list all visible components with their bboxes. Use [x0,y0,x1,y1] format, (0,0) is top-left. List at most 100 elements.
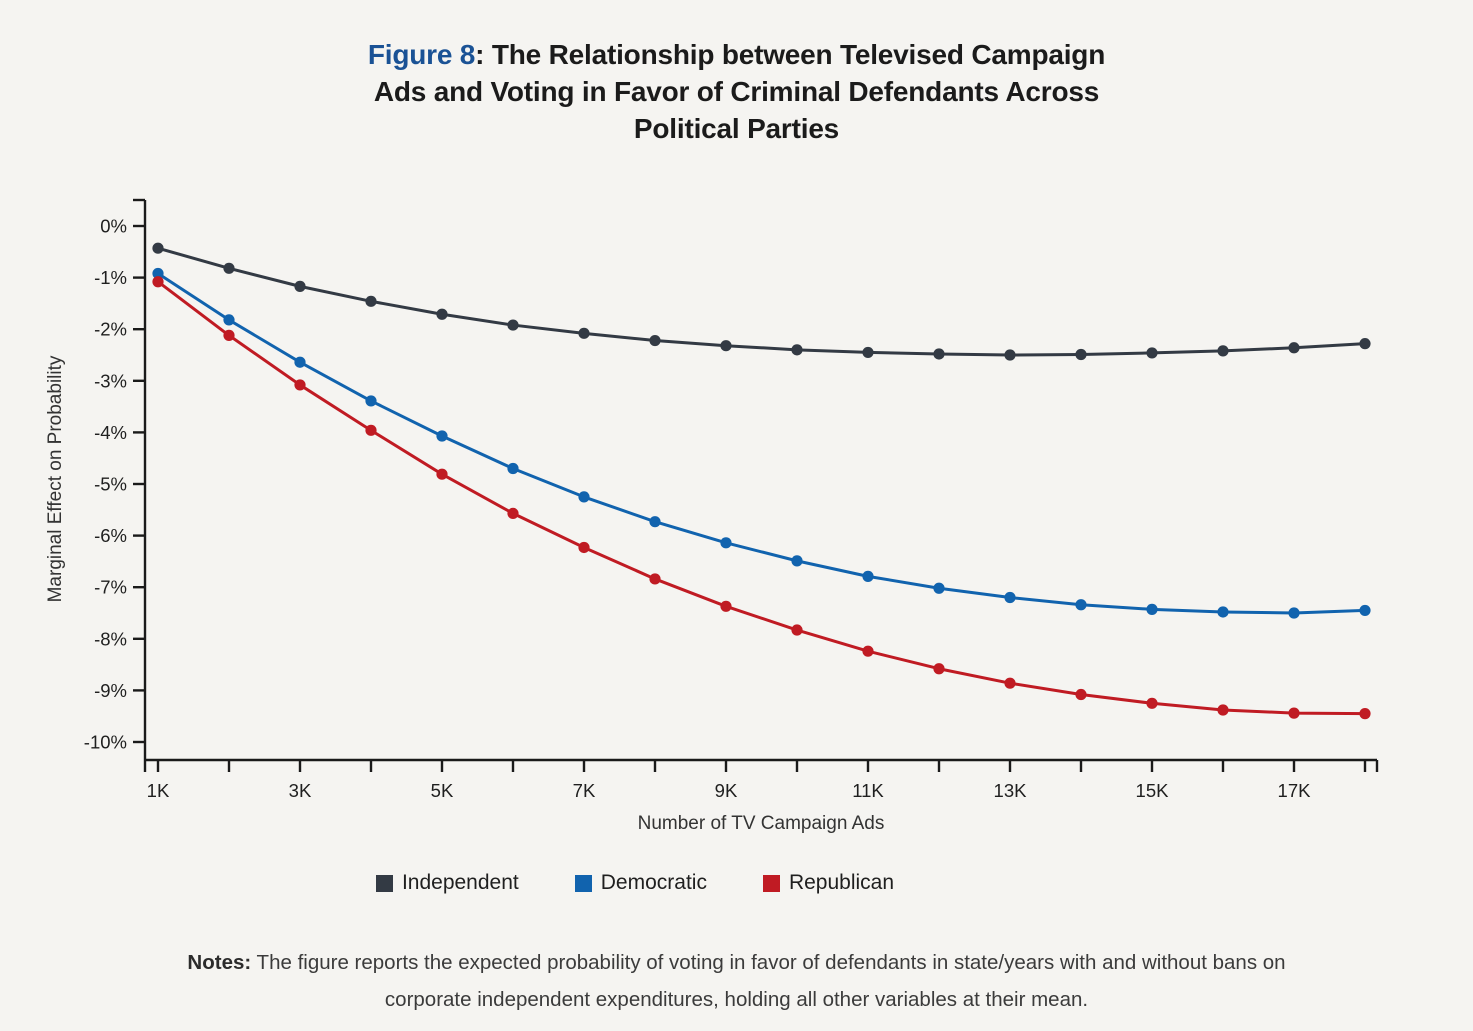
figure-title-text: : The Relationship between Televised Cam… [475,39,1106,70]
data-point-democratic [1288,607,1300,619]
data-point-republican [791,624,803,636]
figure-title-line3: Political Parties [633,113,840,144]
data-point-republican [1359,708,1371,720]
data-point-republican [1288,707,1300,719]
data-point-republican [933,663,945,675]
figure-title-line2: Ads and Voting in Favor of Criminal Defe… [373,76,1100,107]
data-point-democratic [294,356,306,368]
figure-title: Figure 8: The Relationship between Telev… [0,36,1473,147]
legend-label-republican: Republican [788,871,895,894]
data-point-independent [1359,338,1371,350]
series-line-democratic [156,271,1367,615]
data-point-democratic [720,537,732,549]
data-point-independent [365,295,377,307]
x-axis-tick-label: 17K [1278,780,1312,801]
data-point-republican [649,573,661,585]
x-axis-tick-label: 9K [715,780,738,801]
data-point-independent [649,334,661,347]
data-point-independent [933,348,945,360]
series-line-republican [156,280,1367,716]
x-axis-tick-label: 13K [994,780,1028,801]
data-point-republican [436,468,448,480]
data-point-republican [862,645,874,657]
data-point-independent [1004,349,1016,361]
notes-line1: Notes: The figure reports the expected p… [0,944,1473,981]
y-axis-title: Marginal Effect on Probability [45,355,66,603]
x-axis-tick-label: 5K [431,780,454,801]
data-point-democratic [1359,604,1371,617]
data-point-republican [1217,704,1229,716]
legend-swatch-republican [762,874,780,892]
data-point-democratic [152,267,164,280]
legend-item-independent: Independent [375,871,519,895]
legend-swatch-democratic [574,874,592,892]
chart-legend: Independent Democratic Republican [0,871,1270,895]
y-axis-tick-label: -2% [94,319,127,340]
y-axis-tick-label: -10% [84,732,127,753]
data-point-democratic [507,462,519,475]
notes-label: Notes: [187,951,252,974]
legend-label-democratic: Democratic [600,871,707,894]
legend-swatch-independent [375,874,393,892]
legend-item-republican: Republican [762,871,895,895]
y-axis-tick-label: -6% [94,525,127,546]
data-point-independent [720,340,732,352]
data-point-republican [223,329,235,341]
notes-text-line1: The figure reports the expected probabil… [251,951,1286,974]
legend-label-independent: Independent [401,871,519,894]
y-axis-tick-label: -4% [94,422,127,443]
figure-notes: Notes: The figure reports the expected p… [0,944,1473,1018]
x-axis-tick-label: 15K [1136,780,1170,801]
figure-number: Figure 8 [367,39,476,70]
data-point-democratic [649,516,661,528]
y-axis-tick-label: -3% [94,370,127,391]
data-point-democratic [1146,603,1158,615]
data-point-independent [1288,342,1300,354]
data-point-democratic [1004,591,1016,604]
data-point-republican [578,541,590,554]
data-point-republican [1146,697,1158,709]
data-point-independent [1217,345,1229,357]
data-point-democratic [862,570,874,582]
series-line-independent [156,246,1367,357]
data-point-independent [507,319,519,331]
data-point-independent [1075,348,1087,361]
data-point-republican [294,379,306,391]
data-point-independent [223,262,235,274]
data-point-republican [1075,688,1087,701]
y-axis-tick-label: -8% [94,628,127,649]
data-point-independent [791,344,803,356]
data-point-republican [507,507,519,520]
legend-item-democratic: Democratic [574,871,707,895]
data-point-independent [862,346,874,359]
y-axis-tick-label: -9% [94,680,127,701]
x-axis-title: Number of TV Campaign Ads [637,813,885,834]
data-point-independent [578,327,590,339]
data-point-democratic [436,430,448,442]
data-point-independent [436,308,448,320]
x-axis-tick-label: 3K [289,780,312,801]
data-point-independent [152,242,164,254]
y-axis-tick-label: -7% [94,577,127,598]
data-point-democratic [791,555,803,567]
data-point-republican [365,424,377,436]
y-axis-tick-label: -1% [94,267,127,288]
notes-text-line2: corporate independent expenditures, hold… [384,988,1089,1011]
data-point-democratic [578,491,590,503]
data-point-democratic [1217,606,1229,618]
data-point-democratic [933,582,945,594]
data-point-independent [1146,347,1158,359]
y-axis-tick-label: -5% [94,474,127,495]
x-axis-tick-label: 11K [852,780,884,801]
data-point-republican [1004,677,1016,689]
data-point-republican [152,276,164,288]
figure-title-line1: Figure 8: The Relationship between Telev… [0,36,1473,73]
data-point-democratic [223,314,235,326]
x-axis-tick-label: 1K [147,780,170,801]
x-axis-tick-label: 7K [573,780,596,801]
data-point-democratic [365,395,377,407]
y-axis-tick-label: 0% [100,216,127,237]
data-point-independent [294,280,306,292]
